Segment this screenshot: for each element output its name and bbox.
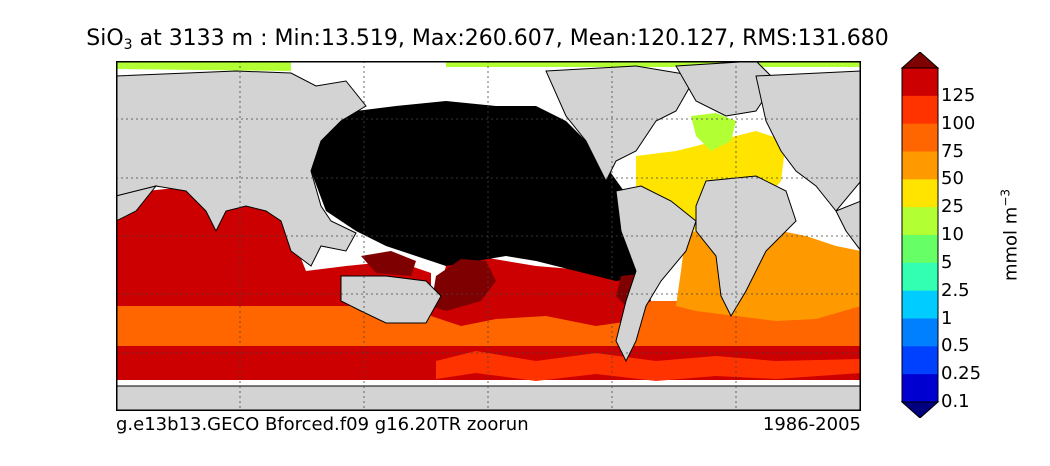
colorbar-tick-label: 1 xyxy=(941,307,953,329)
colorbar-segment xyxy=(902,374,938,403)
colorbar-segment xyxy=(902,151,938,180)
east-pacific-dark-red xyxy=(431,259,496,311)
colorbar-tick-label: 0.5 xyxy=(941,335,970,357)
eurasia-africa-land xyxy=(116,70,367,267)
west-africa-land xyxy=(116,185,158,222)
south-america-land xyxy=(615,185,697,363)
colorbar-tick-label: 0.1 xyxy=(941,391,970,412)
labrador-green xyxy=(691,113,736,151)
colorbar-tick-label: 100 xyxy=(941,112,976,134)
colorbar xyxy=(900,52,940,418)
colorbar-tick-label: 0.25 xyxy=(941,363,982,385)
colorbar-segment xyxy=(902,95,938,125)
colorbar-tick-label: 2.5 xyxy=(941,279,970,301)
map-plot xyxy=(116,61,861,411)
colorbar-tick-label: 50 xyxy=(941,168,964,190)
indonesia-dark-red xyxy=(361,251,416,276)
africa-south-land xyxy=(695,175,797,318)
case-name-label: g.e13b13.GECO Bforced.f09 g16.20TR zooru… xyxy=(116,414,529,435)
map-canvas xyxy=(116,61,861,411)
colorbar-segment xyxy=(902,179,938,208)
colorbar-segment xyxy=(902,68,938,97)
north-america-land xyxy=(545,65,697,183)
colorbar-segment xyxy=(902,290,938,319)
colorbar-frame xyxy=(901,67,939,403)
arctic-green-left xyxy=(116,61,291,71)
colorbar-segment xyxy=(902,123,938,152)
colorbar-segment xyxy=(902,346,938,375)
colorbar-tick-label: 125 xyxy=(941,84,976,106)
colorbar-tick-label: 10 xyxy=(941,224,964,245)
period-label: 1986-2005 xyxy=(762,414,861,435)
map-frame xyxy=(116,61,861,411)
australia-land xyxy=(340,275,442,324)
graticule xyxy=(116,61,861,411)
colorbar-units-label: mmol m−3 xyxy=(998,188,1022,282)
greenland-land xyxy=(675,61,777,117)
colorbar-segment xyxy=(902,235,938,264)
colorbar-overflow-top xyxy=(900,52,940,69)
colorbar-overflow-bottom xyxy=(900,401,940,418)
colorbar-segment xyxy=(902,207,938,236)
land xyxy=(116,61,861,411)
colorbar-segment xyxy=(902,318,938,347)
southern-band-orange-lower xyxy=(436,351,861,381)
colorbar-tick-label: 25 xyxy=(941,196,964,218)
india-land xyxy=(835,200,861,252)
antarctica-land xyxy=(116,385,861,411)
colorbar-segment xyxy=(902,262,938,292)
plot-title: SiO3 at 3133 m : Min:13.519, Max:260.607… xyxy=(86,26,889,53)
colorbar-tick-label: 5 xyxy=(941,251,953,273)
eurasia-east-land xyxy=(755,70,861,212)
colorbar-tick-label: 75 xyxy=(941,140,964,162)
